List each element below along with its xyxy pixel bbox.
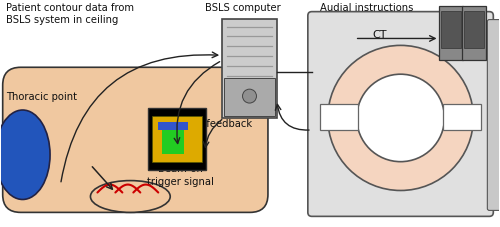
Bar [462, 6, 486, 60]
Bar [442, 11, 462, 48]
FancyBboxPatch shape [222, 19, 277, 118]
FancyBboxPatch shape [308, 12, 494, 216]
Text: Patient contour data from
BSLS system in ceiling: Patient contour data from BSLS system in… [6, 3, 134, 25]
Text: Visual feedback: Visual feedback [172, 119, 252, 129]
Bar [224, 78, 275, 116]
Circle shape [242, 89, 256, 103]
Text: CT: CT [372, 30, 387, 40]
Bar [152, 116, 202, 162]
Text: Thoracic point: Thoracic point [6, 92, 76, 102]
Ellipse shape [90, 181, 170, 212]
FancyBboxPatch shape [2, 67, 268, 212]
Bar [440, 6, 464, 60]
Bar [148, 108, 206, 170]
Ellipse shape [0, 110, 50, 200]
Circle shape [356, 74, 444, 162]
Text: BSLS computer: BSLS computer [204, 3, 281, 13]
Bar [162, 126, 184, 154]
Text: Beam-on
trigger signal: Beam-on trigger signal [147, 164, 214, 187]
Bar [320, 104, 358, 130]
FancyBboxPatch shape [488, 20, 500, 210]
Bar [158, 122, 188, 130]
Bar [464, 11, 484, 48]
Circle shape [328, 45, 474, 190]
Bar [444, 104, 482, 130]
Text: Audial instructions: Audial instructions [320, 3, 414, 13]
